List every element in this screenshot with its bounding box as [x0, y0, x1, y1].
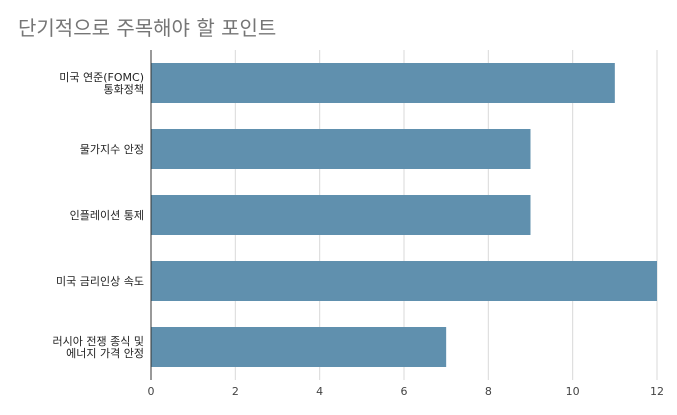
chart-title: 단기적으로 주목해야 할 포인트: [18, 16, 277, 40]
bar-layer: [151, 63, 657, 367]
x-tick-label: 4: [316, 385, 323, 398]
category-label: 물가지수 안정: [80, 143, 144, 156]
bar: [151, 327, 447, 367]
bar: [151, 129, 531, 169]
x-tick-label: 8: [485, 385, 492, 398]
x-tick-label: 6: [401, 385, 408, 398]
category-label: 러시아 전쟁 종식 및: [53, 335, 144, 348]
bar: [151, 195, 531, 235]
x-tick-label: 10: [566, 385, 580, 398]
x-tick-label: 12: [650, 385, 664, 398]
x-tick-label: 2: [232, 385, 239, 398]
bar: [151, 63, 615, 103]
category-label: 미국 금리인상 속도: [56, 275, 144, 288]
category-label: 인플레이션 통제: [70, 209, 144, 222]
x-tick-label: 0: [148, 385, 155, 398]
category-label: 에너지 가격 안정: [66, 347, 144, 360]
category-label: 미국 연준(FOMC): [59, 71, 144, 84]
bar: [151, 261, 657, 301]
category-label: 통화정책: [104, 83, 144, 96]
